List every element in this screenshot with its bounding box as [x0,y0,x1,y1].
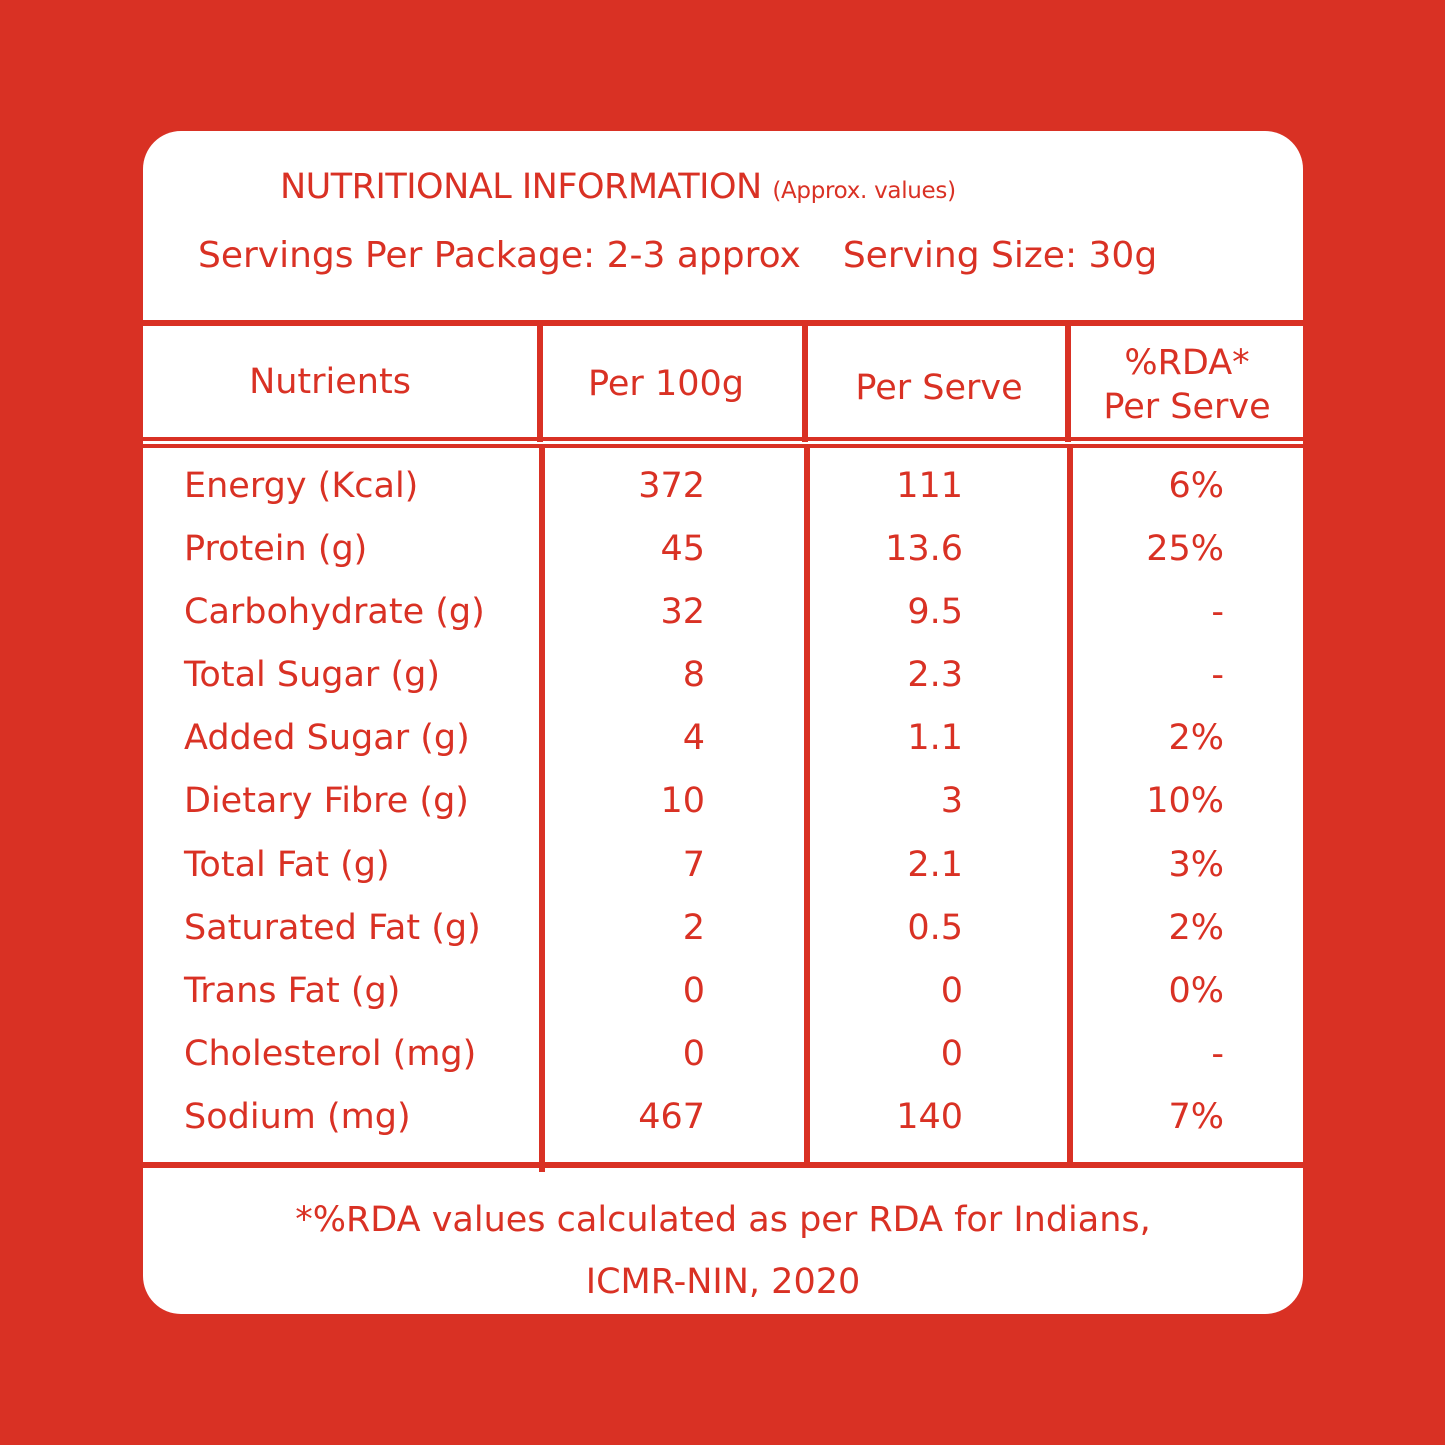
per-serve-value: 140 [896,1096,963,1137]
per-serve-value: 0 [940,970,963,1011]
servings-per-package: Servings Per Package: 2-3 approx [198,235,801,276]
nutrition-panel: NUTRITIONAL INFORMATION (Approx. values)… [143,131,1303,1314]
table-bottom-rule [143,1162,1303,1168]
per-100g-value: 4 [682,718,705,759]
per-100g-value: 2 [682,907,705,948]
rda-value: 7% [1168,1096,1224,1137]
table-row: Added Sugar (g) 4 1.1 2% [143,710,1303,773]
rda-footnote: *%RDA values calculated as per RDA for I… [143,1189,1303,1313]
column-divider [539,446,545,1172]
footnote-line1: *%RDA values calculated as per RDA for I… [295,1200,1151,1240]
header-top-rule [143,320,1303,326]
table-row: Dietary Fibre (g) 10 3 10% [143,773,1303,836]
per-100g-value: 32 [660,592,705,633]
header-rda: %RDA* Per Serve [1071,341,1303,429]
nutrient-name: Dietary Fibre (g) [184,781,469,822]
header-bottom-rule [143,437,1303,441]
per-100g-value: 8 [682,655,705,696]
rda-value: 3% [1168,844,1224,885]
table-row: Energy (Kcal) 372 111 6% [143,458,1303,521]
column-divider [1067,446,1073,1166]
nutrient-name: Cholesterol (mg) [184,1033,477,1074]
per-serve-value: 0.5 [907,907,963,948]
servings-line: Servings Per Package: 2-3 approx Serving … [198,235,1157,276]
table-row: Carbohydrate (g) 32 9.5 - [143,584,1303,647]
rda-value: 0% [1168,970,1224,1011]
per-100g-value: 7 [682,844,705,885]
per-serve-value: 1.1 [907,718,963,759]
body-top-rule [143,444,1303,448]
column-divider [1065,323,1071,442]
column-divider [537,323,543,442]
nutrient-name: Sodium (mg) [184,1096,411,1137]
nutrient-name: Total Sugar (g) [184,655,440,696]
table-row: Total Sugar (g) 8 2.3 - [143,647,1303,710]
rda-value: 6% [1168,466,1224,506]
per-serve-value: 13.6 [885,529,963,570]
table-row: Total Fat (g) 7 2.1 3% [143,837,1303,900]
rda-value: - [1211,1033,1224,1074]
nutrient-name: Total Fat (g) [184,844,390,885]
per-100g-value: 0 [682,970,705,1011]
header-per-serve: Per Serve [855,368,1023,408]
per-100g-value: 467 [638,1096,705,1137]
nutrient-name: Energy (Kcal) [184,466,419,506]
table-row: Sodium (mg) 467 140 7% [143,1089,1303,1152]
nutrient-name: Added Sugar (g) [184,718,470,759]
nutrient-name: Saturated Fat (g) [184,907,481,948]
header-rda-line2: Per Serve [1103,387,1271,427]
footnote-line2: ICMR-NIN, 2020 [585,1262,861,1302]
table-row: Saturated Fat (g) 2 0.5 2% [143,900,1303,963]
nutrient-rows: Energy (Kcal) 372 111 6% Protein (g) 45 13.6 2… [143,458,1303,1152]
per-serve-value: 0 [940,1033,963,1074]
title-text: NUTRITIONAL INFORMATION [280,167,762,207]
header-rda-line1: %RDA* [1124,343,1250,383]
header-per-100g: Per 100g [588,364,744,404]
rda-value: - [1211,592,1224,633]
title-note: (Approx. values) [772,178,956,204]
per-serve-value: 3 [940,781,963,822]
per-100g-value: 10 [660,781,705,822]
table-row: Cholesterol (mg) 0 0 - [143,1026,1303,1089]
rda-value: - [1211,655,1224,696]
nutrient-name: Protein (g) [184,529,368,570]
panel-title: NUTRITIONAL INFORMATION (Approx. values) [280,167,956,207]
rda-value: 2% [1168,718,1224,759]
per-serve-value: 9.5 [907,592,963,633]
rda-value: 10% [1146,781,1224,822]
column-divider [802,323,808,442]
nutrient-name: Trans Fat (g) [184,970,401,1011]
per-serve-value: 2.1 [907,844,963,885]
per-serve-value: 2.3 [907,655,963,696]
column-divider [804,446,810,1166]
table-row: Trans Fat (g) 0 0 0% [143,963,1303,1026]
table-row: Protein (g) 45 13.6 25% [143,521,1303,584]
serving-size: Serving Size: 30g [842,235,1158,276]
rda-value: 2% [1168,907,1224,948]
per-serve-value: 111 [896,466,963,506]
per-100g-value: 0 [682,1033,705,1074]
rda-value: 25% [1146,529,1224,570]
per-100g-value: 372 [638,466,705,506]
per-100g-value: 45 [660,529,705,570]
nutrient-name: Carbohydrate (g) [184,592,485,633]
header-nutrients: Nutrients [249,362,411,402]
